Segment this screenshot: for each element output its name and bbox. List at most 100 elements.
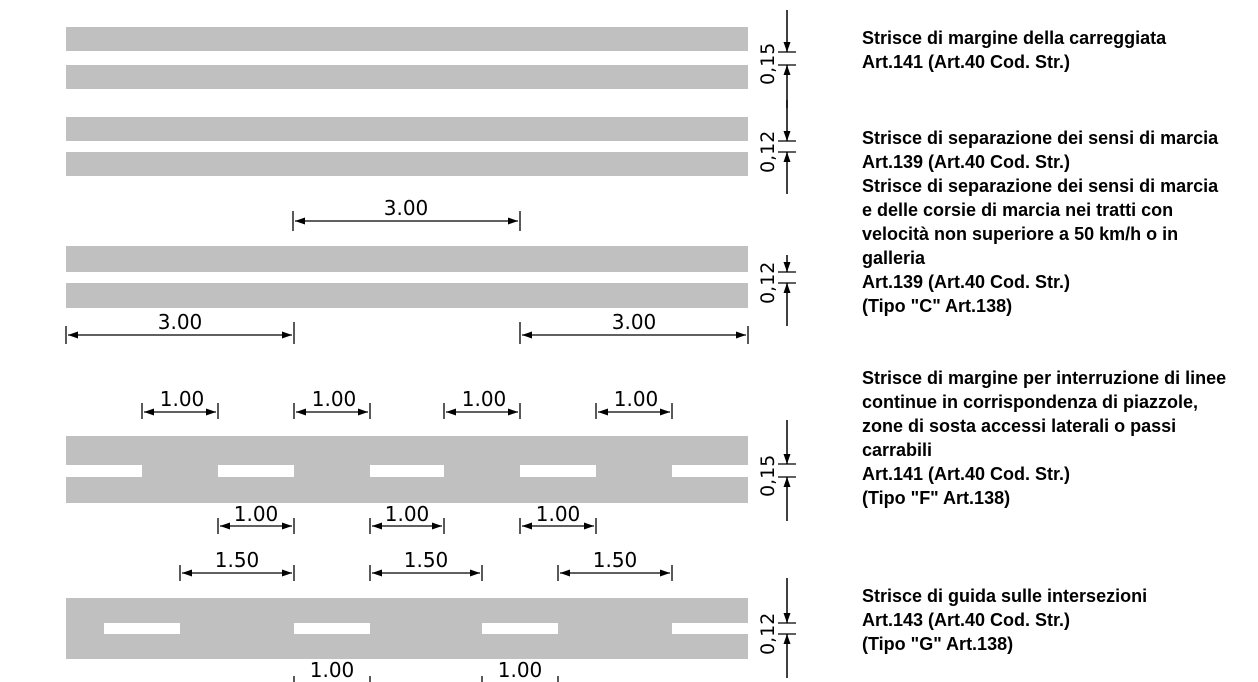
dash-marking [66, 465, 142, 477]
description-edge-line: Strisce di margine della carreggiata Art… [862, 26, 1258, 74]
dim-label-width: 0,12 [757, 262, 779, 304]
dim-label-length: 1.00 [614, 387, 659, 411]
dash-marking [370, 465, 444, 477]
description-dashed-300: Strisce di separazione dei sensi di marc… [862, 174, 1258, 318]
row-dashed-100: 1.00 1.00 1.00 1.00 [66, 387, 796, 534]
description-line: continue in corrispondenza di piazzole, [862, 392, 1199, 412]
dim-label-width: 0,12 [757, 131, 779, 173]
dimension-dash-100: 1.00 [481, 658, 559, 682]
description-line: Strisce di separazione dei sensi di marc… [862, 176, 1219, 196]
description-line: Art.141 (Art.40 Cod. Str.) [862, 464, 1071, 484]
description-line: galleria [862, 248, 926, 268]
dimension-dash-100: 1.00 [293, 658, 371, 682]
dim-label-length: 1.00 [234, 502, 279, 526]
dim-label-width: 0,15 [757, 43, 779, 85]
dim-label-length: 1.00 [160, 387, 205, 411]
dim-label-width: 0,12 [757, 613, 779, 655]
dimension-dash-300: 3.00 [519, 310, 749, 344]
description-line: (Tipo "G" Art.138) [862, 634, 1014, 654]
dash-gap [596, 465, 672, 477]
road-band [66, 27, 748, 51]
description-centre-line: Strisce di separazione dei sensi di marc… [862, 126, 1258, 174]
dim-label-length: 1.00 [385, 502, 430, 526]
dimension-gap-150: 1.50 [179, 548, 295, 581]
dimension-gap-150: 1.50 [369, 548, 483, 581]
dimension-gap-100: 1.00 [141, 387, 219, 419]
dash-marking [218, 465, 294, 477]
dimension-gap-100: 1.00 [443, 387, 521, 419]
dash-gap [66, 623, 104, 634]
edge-marking [66, 51, 748, 65]
dim-label-width: 0,15 [757, 455, 779, 497]
description-line: (Tipo "C" Art.138) [862, 296, 1013, 316]
dash-marking [66, 272, 294, 283]
description-guide-lines: Strisce di guida sulle intersezioni Art.… [862, 584, 1258, 656]
dash-marking [672, 623, 748, 634]
description-line: zone di sosta accessi laterali o passi [862, 416, 1177, 436]
dash-gap [294, 465, 370, 477]
white-markings [66, 51, 748, 634]
description-line: Art.139 (Art.40 Cod. Str.) [862, 152, 1071, 172]
dash-marking [482, 623, 558, 634]
vertical-dimension-012: 0,12 [757, 255, 796, 326]
dash-gap [142, 465, 218, 477]
dim-label-length: 1.50 [404, 548, 449, 572]
dim-label-length: 1.00 [462, 387, 507, 411]
dimension-gap-150: 1.50 [557, 548, 673, 581]
dimension-dash-100: 1.00 [519, 502, 597, 534]
row-dashed-300: 3.00 0,12 3.00 3.00 [65, 196, 796, 344]
description-line: Strisce di guida sulle intersezioni [862, 586, 1148, 606]
road-band [66, 598, 748, 623]
dimension-dash-100: 1.00 [217, 502, 295, 534]
vertical-dimension-012: 0,12 [757, 578, 796, 678]
dimension-dash-100: 1.00 [369, 502, 445, 534]
dim-label-length: 1.50 [215, 548, 260, 572]
description-line: Strisce di margine per interruzione di l… [862, 368, 1227, 388]
road-band [66, 477, 748, 503]
description-line: carrabili [862, 440, 933, 460]
description-line: Art.139 (Art.40 Cod. Str.) [862, 272, 1071, 292]
description-line: velocità non superiore a 50 km/h o in [862, 224, 1179, 244]
dim-label-length: 1.00 [310, 658, 355, 682]
dash-marking [520, 465, 596, 477]
dim-label-length: 1.50 [593, 548, 638, 572]
dimension-gap-100: 1.00 [293, 387, 371, 419]
dash-marking [672, 465, 748, 477]
dim-label-length: 3.00 [158, 310, 203, 334]
dash-marking [294, 623, 370, 634]
dash-marking [104, 623, 180, 634]
road-band [66, 283, 748, 308]
road-band [66, 117, 748, 141]
road-band [66, 246, 748, 272]
row-centre-line: 0,12 [66, 100, 796, 194]
description-line: Art.143 (Art.40 Cod. Str.) [862, 610, 1071, 630]
dim-label-length: 1.00 [536, 502, 581, 526]
road-band [66, 65, 748, 89]
road-band [66, 634, 748, 659]
dash-gap [558, 623, 672, 634]
row-edge-line: 0,15 [66, 10, 796, 108]
dim-label-length: 3.00 [384, 196, 429, 220]
vertical-dimension-012: 0,12 [757, 100, 796, 194]
description-line: Strisce di margine della carreggiata [862, 28, 1167, 48]
description-line: e delle corsie di marcia nei tratti con [862, 200, 1174, 220]
dimension-dash-300: 3.00 [65, 310, 295, 344]
description-line: Strisce di separazione dei sensi di marc… [862, 128, 1219, 148]
vertical-dimension-015: 0,15 [757, 10, 796, 108]
description-dashed-100: Strisce di margine per interruzione di l… [862, 366, 1258, 510]
dash-gap [180, 623, 294, 634]
vertical-dimension-015: 0,15 [757, 420, 796, 521]
dash-gap [370, 623, 482, 634]
description-line: Art.141 (Art.40 Cod. Str.) [862, 52, 1071, 72]
road-band [66, 152, 748, 176]
dash-gap [444, 465, 520, 477]
dim-label-length: 1.00 [312, 387, 357, 411]
centre-marking [66, 141, 748, 152]
description-line: (Tipo "F" Art.138) [862, 488, 1011, 508]
dimension-gap-300: 3.00 [292, 196, 521, 231]
dim-label-length: 3.00 [612, 310, 657, 334]
road-band [66, 436, 748, 465]
dim-label-length: 1.00 [498, 658, 543, 682]
row-guide-lines: 1.50 1.50 1.50 0,12 [66, 548, 796, 682]
